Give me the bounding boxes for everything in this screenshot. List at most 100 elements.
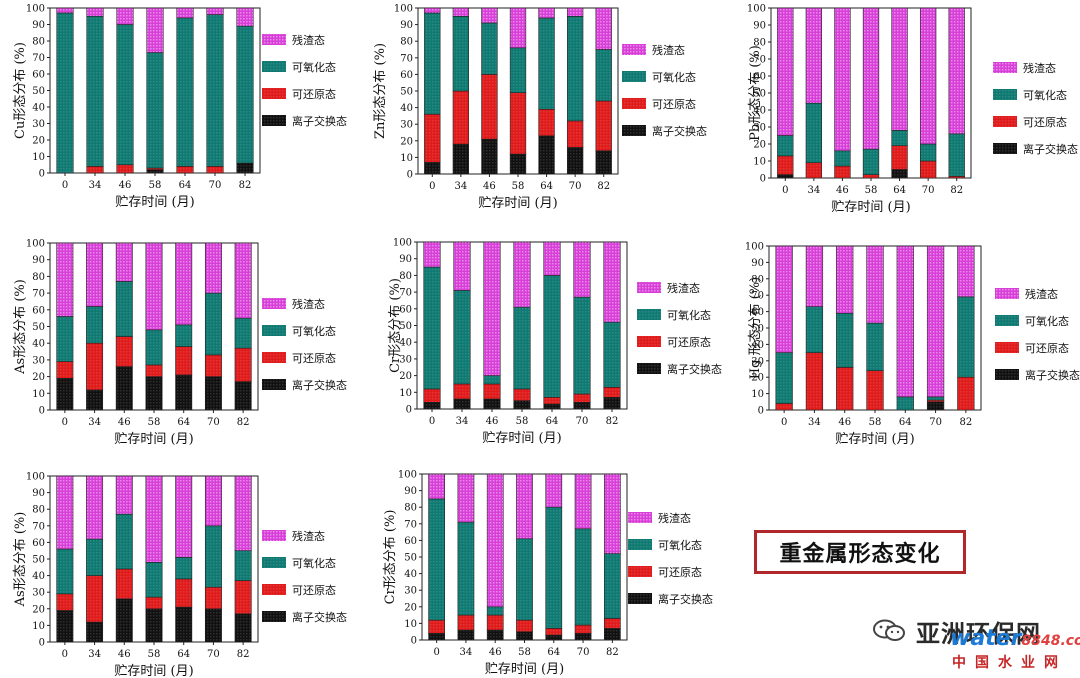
bar-segment <box>566 7 584 17</box>
legend-label: 残渣态 <box>658 511 691 525</box>
bar-segment <box>948 133 965 177</box>
y-tick-label: 40 <box>32 339 45 350</box>
x-tick-label: 46 <box>118 649 131 660</box>
bar-segment <box>457 629 475 641</box>
bar-segment <box>236 162 254 174</box>
bar-segment <box>775 403 793 411</box>
bar-segment <box>545 506 563 629</box>
bar-segment <box>115 513 133 570</box>
bar-segment <box>509 47 527 93</box>
y-tick-label: 30 <box>400 120 413 131</box>
watermark-site-main: water <box>950 626 1022 651</box>
y-tick-label: 50 <box>32 322 45 333</box>
y-tick-label: 50 <box>399 321 412 332</box>
bar-segment <box>595 100 612 152</box>
x-tick-label: 64 <box>177 649 190 660</box>
x-tick-label: 34 <box>88 417 101 428</box>
bar-segment <box>866 322 884 371</box>
y-tick-label: 100 <box>747 4 766 15</box>
bar-segment <box>573 402 591 410</box>
bar-segment <box>145 608 163 643</box>
x-tick-label: 0 <box>62 417 68 428</box>
legend-label: 离子交换态 <box>658 592 713 606</box>
y-tick-label: 30 <box>32 119 45 130</box>
bar-segment <box>86 621 104 643</box>
bar-segment <box>862 7 880 150</box>
bar-segment <box>424 7 441 14</box>
bar-segment <box>176 17 194 167</box>
watermark-site-num: 8848 <box>1021 633 1061 649</box>
y-tick-label: 80 <box>32 272 45 283</box>
bar-segment <box>516 631 533 641</box>
legend-swatch <box>995 288 1019 299</box>
bar-segment <box>574 473 592 530</box>
bar-segment <box>457 521 475 616</box>
bar-segment <box>145 364 163 377</box>
x-tick-label: 70 <box>209 180 222 191</box>
bar-segment <box>604 618 621 629</box>
legend-swatch <box>993 143 1017 154</box>
bar-segment <box>509 7 527 49</box>
bar-segment <box>604 473 621 554</box>
bar-segment <box>453 398 471 410</box>
y-axis-label: As形态分布 (%) <box>13 512 28 608</box>
bar-segment <box>483 241 501 376</box>
bar-segment <box>236 7 254 27</box>
bar-segment <box>566 15 584 122</box>
x-tick-label: 82 <box>959 417 972 428</box>
bar-segment <box>483 383 501 400</box>
y-tick-label: 30 <box>404 586 417 597</box>
y-tick-label: 90 <box>400 20 413 31</box>
legend-label: 可还原态 <box>652 98 696 111</box>
legend-label: 可还原态 <box>658 566 702 579</box>
y-tick-label: 0 <box>758 406 764 417</box>
x-tick-label: 70 <box>207 649 220 660</box>
legend-swatch <box>637 363 661 374</box>
bar-segment <box>538 135 555 175</box>
legend-swatch <box>262 352 286 363</box>
bar-segment <box>56 12 74 174</box>
bar-segment <box>234 347 252 382</box>
bar-segment <box>206 14 224 167</box>
legend-swatch <box>995 315 1019 326</box>
y-tick-label: 50 <box>32 86 45 97</box>
bar-segment <box>56 377 74 411</box>
y-tick-label: 0 <box>39 406 45 417</box>
bar-segment <box>428 498 445 621</box>
y-tick-label: 10 <box>32 389 45 400</box>
bar-segment <box>836 312 854 368</box>
bar-segment <box>56 610 74 643</box>
y-tick-label: 20 <box>32 136 45 147</box>
bar-segment <box>805 306 824 353</box>
x-tick-label: 0 <box>62 180 68 191</box>
bar-segment <box>204 242 222 294</box>
x-tick-label: 34 <box>808 417 821 428</box>
bar-segment <box>919 7 937 145</box>
bar-segment <box>483 375 501 385</box>
watermark-site-tld: .com <box>1060 633 1080 649</box>
x-tick-label: 70 <box>576 416 589 427</box>
y-tick-label: 10 <box>32 152 45 163</box>
legend-label: 离子交换态 <box>292 114 347 128</box>
bar-segment <box>146 7 164 53</box>
y-tick-label: 100 <box>393 238 412 249</box>
bar-segment <box>452 15 470 92</box>
bar-segment <box>538 17 555 110</box>
y-tick-label: 70 <box>32 521 45 532</box>
legend-swatch <box>622 98 646 109</box>
y-tick-label: 70 <box>32 53 45 64</box>
x-axis-label: 贮存时间 (月) <box>485 662 564 677</box>
y-tick-label: 20 <box>400 136 413 147</box>
chart-cr-2: 0 10 20 30 40 50 60 70 80 90 100 0 34 46 58 64 70 82 贮存时间 … <box>383 470 713 678</box>
bar-segment <box>234 381 252 411</box>
legend-label: 可还原态 <box>292 352 336 365</box>
bar-segment <box>516 473 533 540</box>
bar-segment <box>56 475 74 550</box>
bar-segment <box>513 400 531 410</box>
bar-segment <box>486 473 504 608</box>
x-tick-label: 82 <box>237 417 250 428</box>
bar-segment <box>175 346 193 376</box>
y-tick-label: 20 <box>753 140 766 151</box>
x-tick-label: 64 <box>546 416 559 427</box>
x-tick-label: 82 <box>597 181 610 192</box>
